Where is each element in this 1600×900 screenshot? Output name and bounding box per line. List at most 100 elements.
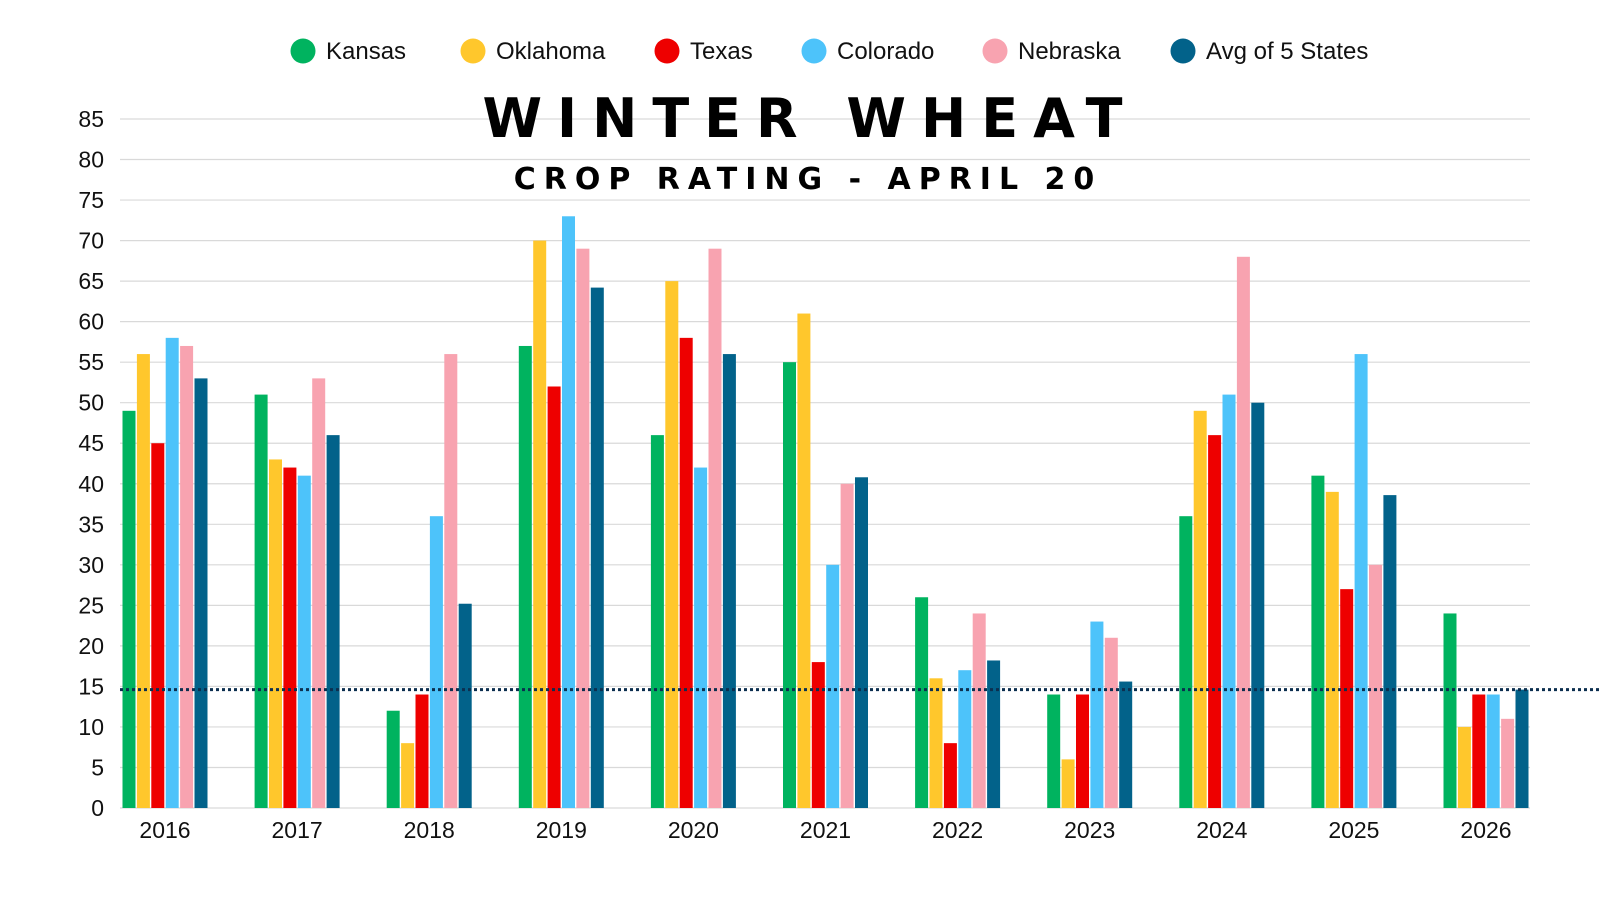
bar-texas-2023 — [1076, 694, 1089, 808]
legend-swatch-oklahoma — [460, 38, 486, 64]
x-tick-label-2026: 2026 — [1460, 817, 1511, 843]
y-tick-label: 65 — [78, 268, 104, 294]
bar-oklahoma-2018 — [401, 743, 415, 808]
chart-subtitle: CROP RATING - APRIL 20 — [514, 162, 1103, 197]
bar-texas-2022 — [943, 743, 957, 808]
bar-nebraska-2019 — [576, 248, 590, 809]
y-tick-label: 60 — [78, 309, 104, 335]
y-tick-label: 35 — [78, 511, 104, 537]
bar-texas-2016 — [151, 443, 165, 808]
x-tick-label-2023: 2023 — [1064, 817, 1115, 843]
bar-colorado-2021 — [826, 564, 840, 808]
gridlines — [120, 118, 1530, 809]
bar-kansas-2017 — [254, 394, 268, 808]
x-tick-label-2022: 2022 — [932, 817, 983, 843]
bar-colorado-2026 — [1486, 694, 1500, 808]
bar-kansas-2022 — [915, 597, 929, 808]
bar-colorado-2019 — [562, 216, 575, 809]
x-tick-label-2021: 2021 — [800, 817, 851, 843]
bar-texas-2025 — [1340, 589, 1354, 808]
bar-kansas-2019 — [518, 345, 532, 808]
bar-texas-2019 — [547, 386, 561, 808]
x-axis-ticks: 2016 2017 2018 2019 2020 2021 2022 2023 2024 2025… — [139, 817, 1511, 843]
bar-oklahoma-2022 — [929, 678, 943, 808]
bar-texas-2020 — [679, 337, 693, 808]
y-tick-label: 85 — [78, 106, 104, 132]
x-tick-label-2016: 2016 — [139, 817, 190, 843]
bar-oklahoma-2017 — [269, 459, 282, 808]
bar-kansas-2024 — [1179, 516, 1193, 808]
bar-avg-of-5-states-2023 — [1119, 681, 1133, 808]
legend-swatch-avg-of-5-states — [1170, 38, 1196, 64]
y-tick-label: 40 — [78, 471, 104, 497]
chart-title: WINTER WHEAT — [482, 87, 1137, 150]
legend-label-oklahoma: Oklahoma — [496, 38, 606, 65]
bar-colorado-2025 — [1354, 354, 1368, 808]
bar-avg-of-5-states-2017 — [326, 435, 340, 808]
y-tick-label: 5 — [91, 754, 104, 780]
legend-label-nebraska: Nebraska — [1018, 38, 1121, 65]
x-tick-label-2017: 2017 — [272, 817, 323, 843]
bar-texas-2021 — [811, 662, 825, 808]
y-tick-label: 10 — [78, 714, 104, 740]
x-tick-label-2024: 2024 — [1196, 817, 1247, 843]
legend-label-avg-of-5-states: Avg of 5 States — [1206, 38, 1368, 65]
y-tick-label: 70 — [78, 228, 104, 254]
bar-oklahoma-2016 — [136, 354, 150, 808]
bar-kansas-2021 — [783, 362, 796, 808]
y-tick-label: 50 — [78, 390, 104, 416]
bar-nebraska-2016 — [180, 345, 194, 808]
x-tick-label-2025: 2025 — [1328, 817, 1379, 843]
bar-kansas-2023 — [1047, 694, 1061, 808]
bar-kansas-2025 — [1311, 475, 1325, 808]
y-tick-label: 75 — [78, 187, 104, 213]
bar-colorado-2024 — [1222, 394, 1236, 808]
legend-label-texas: Texas — [690, 38, 753, 65]
y-axis-ticks: 0 5 10 15 20 25 30 35 40 45 50 55 60 65 70 75 80 85 — [78, 106, 104, 821]
bar-oklahoma-2023 — [1061, 759, 1075, 808]
bar-avg-of-5-states-2020 — [722, 354, 736, 808]
bar-avg-of-5-states-2022 — [987, 660, 1001, 808]
bar-oklahoma-2026 — [1457, 726, 1471, 808]
y-tick-label: 80 — [78, 147, 104, 173]
bar-kansas-2016 — [122, 410, 136, 808]
bar-texas-2024 — [1208, 435, 1222, 808]
bar-nebraska-2021 — [840, 483, 854, 808]
bar-texas-2026 — [1472, 694, 1486, 808]
legend-swatch-kansas — [290, 38, 316, 64]
bar-oklahoma-2024 — [1193, 410, 1207, 808]
bar-avg-of-5-states-2026 — [1515, 689, 1529, 808]
legend-swatch-colorado — [801, 38, 827, 64]
bar-avg-of-5-states-2019 — [590, 287, 604, 808]
bar-nebraska-2025 — [1369, 564, 1382, 808]
bar-colorado-2017 — [297, 475, 311, 808]
bar-colorado-2018 — [429, 516, 443, 808]
bar-oklahoma-2025 — [1325, 491, 1339, 808]
bars — [122, 216, 1529, 809]
bar-avg-of-5-states-2025 — [1383, 495, 1397, 808]
bar-nebraska-2024 — [1236, 256, 1250, 808]
bar-nebraska-2018 — [444, 354, 458, 808]
bar-colorado-2023 — [1090, 621, 1104, 808]
bar-oklahoma-2019 — [533, 240, 547, 808]
y-tick-label: 15 — [78, 673, 104, 699]
bar-nebraska-2020 — [708, 248, 722, 809]
bar-oklahoma-2020 — [665, 281, 679, 808]
x-tick-label-2018: 2018 — [404, 817, 455, 843]
legend-swatch-nebraska — [982, 38, 1008, 64]
bar-kansas-2020 — [650, 435, 664, 808]
bar-oklahoma-2021 — [797, 313, 811, 808]
bar-nebraska-2026 — [1501, 718, 1515, 808]
bar-colorado-2016 — [165, 337, 179, 808]
y-tick-label: 30 — [78, 552, 104, 578]
bar-avg-of-5-states-2024 — [1251, 402, 1265, 808]
legend-label-colorado: Colorado — [837, 38, 934, 65]
bar-texas-2018 — [415, 694, 429, 808]
bar-avg-of-5-states-2018 — [458, 603, 472, 808]
legend-swatch-texas — [654, 38, 680, 64]
legend-label-kansas: Kansas — [326, 38, 406, 65]
y-tick-label: 0 — [91, 795, 104, 821]
legend: Kansas Oklahoma Texas Colorado Nebraska Avg o… — [290, 38, 1368, 65]
bar-kansas-2018 — [386, 710, 400, 808]
